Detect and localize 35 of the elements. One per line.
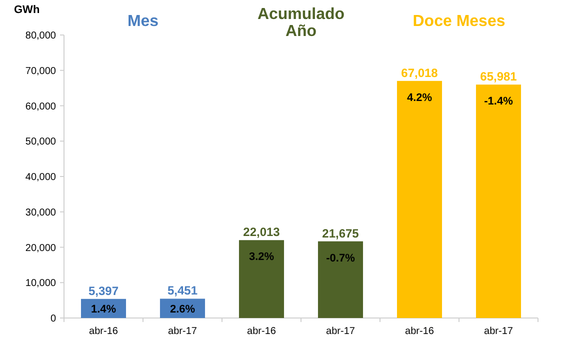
annotation: -1.4% <box>484 96 514 108</box>
bar <box>476 84 522 318</box>
data-label: 5,397 <box>88 284 119 298</box>
y-tick-label: 80,000 <box>25 30 56 42</box>
annotation: 3.2% <box>248 251 274 264</box>
text: Mes <box>127 13 159 30</box>
bar <box>318 241 364 318</box>
y-tick-label: 20,000 <box>25 242 56 254</box>
y-tick-label: 0 <box>50 314 56 324</box>
x-tick-label: abr-17 <box>326 326 356 337</box>
annotation: Acumulado Año <box>257 6 345 40</box>
y-tick-label: 40,000 <box>25 172 56 183</box>
y-tick-label: 60,000 <box>25 101 56 112</box>
x-tick-label: abr-16 <box>247 326 276 337</box>
data-label: 21,675 <box>322 226 360 240</box>
annotation: 1.4% <box>90 303 116 316</box>
x-tick-label: abr-16 <box>89 326 118 337</box>
y-axis-title: GWh <box>14 4 40 16</box>
data-label: 22,013 <box>243 225 280 240</box>
text: Doce Meses <box>412 13 506 30</box>
data-label: 65,981 <box>480 70 518 84</box>
bar <box>238 240 284 318</box>
bar <box>396 80 442 318</box>
y-tick-label: 10,000 <box>25 278 56 290</box>
annotation: -0.7% <box>326 252 356 264</box>
y-tick-label: 70,000 <box>25 66 56 77</box>
annotation: 4.2% <box>406 92 432 104</box>
annotation: 2.6% <box>170 303 196 316</box>
y-tick-label: 50,000 <box>25 136 56 148</box>
x-tick-label: abr-17 <box>484 326 514 337</box>
y-tick-label: 30,000 <box>25 207 56 218</box>
data-label: 67,018 <box>401 66 438 80</box>
x-tick-label: abr-16 <box>405 326 434 337</box>
data-label: 5,451 <box>167 284 198 298</box>
x-tick-label: abr-17 <box>168 326 198 337</box>
